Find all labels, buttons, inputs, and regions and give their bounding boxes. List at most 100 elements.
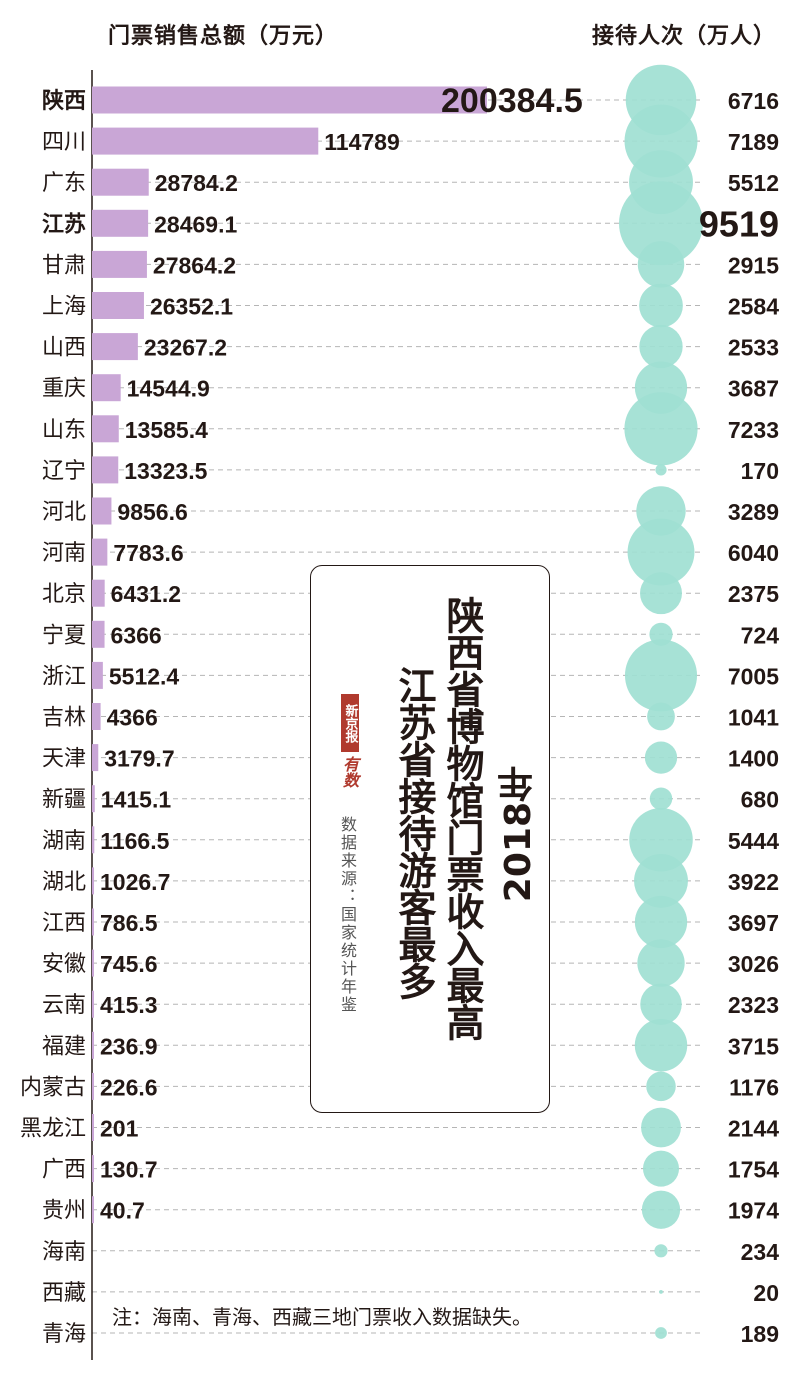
visitor-value-label: 3715 — [728, 1033, 779, 1059]
bar — [92, 374, 121, 402]
bubble — [624, 392, 698, 466]
bar — [92, 1196, 94, 1224]
visitor-value-label: 9519 — [699, 203, 779, 244]
category-label: 宁夏 — [42, 623, 86, 648]
bar — [92, 990, 94, 1018]
bubble — [619, 181, 703, 266]
category-label: 山东 — [42, 418, 86, 443]
bubble — [659, 1289, 663, 1294]
bubble — [641, 1190, 681, 1229]
bubble — [649, 787, 673, 810]
bar — [92, 497, 112, 525]
bar-value-label: 200384.5 — [441, 82, 583, 120]
footnote: 注：海南、青海、西藏三地门票收入数据缺失。 — [112, 1305, 532, 1329]
bar — [92, 1031, 94, 1059]
visitor-value-label: 2533 — [728, 335, 779, 361]
title-box: 2018年 陕西省博物馆门票收入最高 江苏省接待游客最多 新京报 有数 数据来源… — [310, 565, 550, 1113]
bar-value-label: 201 — [100, 1116, 139, 1142]
bar-value-label: 130.7 — [100, 1157, 158, 1183]
category-label: 辽宁 — [42, 459, 86, 484]
visitor-value-label: 1176 — [729, 1074, 779, 1100]
visitor-value-label: 7233 — [728, 417, 779, 443]
bar-value-label: 26352.1 — [150, 294, 233, 320]
bar-value-label: 6431.2 — [111, 581, 181, 607]
bubble — [640, 572, 682, 615]
bar — [92, 292, 144, 319]
bar-value-label: 13323.5 — [124, 458, 207, 484]
visitor-value-label: 1754 — [728, 1157, 779, 1183]
visitor-value-label: 2323 — [728, 992, 779, 1018]
bar-value-label: 28469.1 — [154, 211, 237, 237]
bar-value-label: 40.7 — [100, 1198, 145, 1224]
bar — [92, 661, 103, 689]
category-label: 广西 — [42, 1158, 86, 1183]
category-label: 福建 — [42, 1034, 86, 1059]
visitor-value-label: 680 — [741, 787, 779, 813]
bubble — [647, 702, 675, 731]
category-label: 陕西 — [42, 89, 86, 114]
category-label: 湖北 — [42, 870, 86, 895]
visitor-value-label: 3687 — [728, 376, 779, 402]
bar-value-label: 3179.7 — [104, 746, 174, 772]
bar-value-label: 236.9 — [100, 1033, 158, 1059]
bubble — [634, 1019, 688, 1072]
bar — [92, 209, 149, 237]
visitor-value-label: 20 — [753, 1280, 779, 1306]
bubble — [640, 983, 682, 1025]
bubble — [637, 241, 685, 288]
bubble — [627, 518, 695, 586]
category-label: 西藏 — [42, 1281, 86, 1306]
category-label: 重庆 — [42, 377, 86, 402]
bubble — [639, 324, 683, 369]
bar-value-label: 114789 — [324, 129, 399, 155]
bar-value-label: 745.6 — [100, 951, 158, 977]
bar — [92, 127, 319, 155]
bar-value-label: 23267.2 — [144, 335, 227, 361]
bar — [92, 1155, 94, 1183]
bubble — [646, 1071, 676, 1102]
title-headline-1: 陕西省博物馆门票收入最高 — [440, 596, 484, 1040]
bar-value-label: 786.5 — [100, 910, 158, 936]
category-label: 青海 — [42, 1322, 86, 1347]
brand-mark: 有数 — [340, 756, 359, 788]
bar — [92, 744, 99, 772]
visitor-value-label: 1974 — [728, 1198, 779, 1224]
category-label: 浙江 — [42, 664, 86, 689]
bar — [92, 703, 101, 730]
bubble — [655, 464, 667, 476]
bar — [92, 620, 105, 648]
visitor-value-label: 170 — [741, 458, 779, 484]
visitor-value-label: 3026 — [728, 951, 779, 977]
bar — [92, 1114, 94, 1141]
bar-value-label: 415.3 — [100, 992, 158, 1018]
category-label: 河北 — [42, 500, 86, 525]
category-label: 新疆 — [42, 788, 86, 813]
bar — [92, 949, 94, 977]
visitor-value-label: 5512 — [728, 170, 779, 196]
category-label: 湖南 — [42, 829, 86, 854]
bubble — [642, 1150, 680, 1187]
visitor-value-label: 3922 — [728, 869, 779, 895]
bar — [92, 86, 487, 114]
bar — [92, 579, 105, 607]
visitor-value-label: 3289 — [728, 499, 779, 525]
bar-value-label: 6366 — [111, 622, 162, 648]
visitor-value-label: 189 — [741, 1321, 779, 1347]
bar-value-label: 13585.4 — [125, 417, 208, 443]
visitor-value-label: 1400 — [728, 746, 779, 772]
bar-value-label: 9856.6 — [117, 499, 187, 525]
title-headline-2: 江苏省接待游客最多 — [392, 666, 436, 999]
category-label: 云南 — [42, 993, 86, 1018]
data-source: 数据来源：国家统计年鉴 — [338, 816, 357, 1014]
visitor-value-label: 234 — [741, 1239, 780, 1265]
visitor-value-label: 7189 — [728, 129, 779, 155]
category-label: 上海 — [42, 295, 86, 320]
bubble — [644, 741, 678, 774]
visitor-value-label: 7005 — [728, 663, 779, 689]
category-label: 天津 — [42, 747, 86, 772]
bar — [92, 250, 147, 278]
bubble — [655, 1327, 667, 1339]
bar — [92, 785, 95, 813]
bar — [92, 908, 94, 936]
